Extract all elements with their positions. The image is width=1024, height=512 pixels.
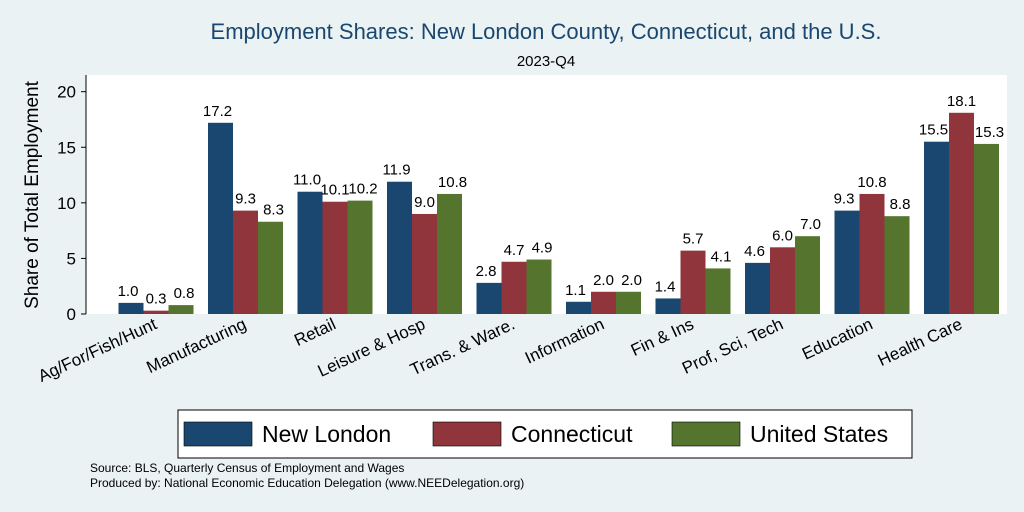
bar bbox=[501, 261, 527, 314]
legend-label-connecticut: Connecticut bbox=[511, 421, 633, 447]
bar-value-label: 15.5 bbox=[919, 122, 948, 139]
bar-value-label: 10.8 bbox=[857, 174, 886, 191]
bar bbox=[834, 210, 860, 314]
produced-by-note: Produced by: National Economic Education… bbox=[90, 476, 524, 490]
bar-value-label: 2.0 bbox=[621, 272, 642, 289]
legend-label-new-london: New London bbox=[262, 421, 391, 447]
y-tick-label: 10 bbox=[57, 194, 76, 213]
bar bbox=[745, 262, 770, 314]
value-labels-group: 1.0 17.2 11.0 11.9 2.8 1.1 1.4 4.6 9.3 15.5 0.3 9.3… bbox=[118, 93, 1005, 308]
y-tick-label: 5 bbox=[67, 249, 76, 268]
bar-value-label: 10.8 bbox=[438, 174, 467, 191]
bar bbox=[208, 122, 233, 314]
bar bbox=[143, 310, 169, 314]
bar-value-label: 15.3 bbox=[975, 124, 1004, 141]
bar bbox=[118, 302, 144, 314]
bar-value-label: 2.0 bbox=[593, 272, 614, 289]
bar bbox=[322, 201, 348, 314]
bar bbox=[770, 247, 795, 314]
source-note: Source: BLS, Quarterly Census of Employm… bbox=[90, 461, 404, 475]
bar-value-label: 1.0 bbox=[118, 283, 139, 300]
bar-value-label: 4.6 bbox=[744, 243, 765, 260]
bar-value-label: 4.7 bbox=[504, 242, 525, 259]
chart-title: Employment Shares: New London County, Co… bbox=[211, 19, 882, 44]
bar bbox=[974, 143, 999, 314]
bar bbox=[297, 191, 323, 314]
bars-group bbox=[118, 112, 999, 314]
bar bbox=[591, 291, 616, 314]
legend-box bbox=[177, 409, 913, 459]
y-tick-label: 20 bbox=[57, 83, 76, 102]
bar-value-label: 1.1 bbox=[565, 282, 586, 299]
bar-value-label: 11.0 bbox=[293, 172, 321, 189]
bar bbox=[859, 193, 885, 314]
bar bbox=[795, 236, 820, 314]
bar-value-label: 4.9 bbox=[532, 240, 553, 257]
bar-value-label: 18.1 bbox=[947, 93, 976, 110]
bar-value-label: 6.0 bbox=[772, 227, 793, 244]
bar bbox=[655, 298, 681, 314]
x-category-label: Ag/For/Fish/Hunt bbox=[35, 314, 160, 386]
legend-swatch-united-states bbox=[671, 421, 741, 447]
legend-label-united-states: United States bbox=[750, 421, 888, 447]
legend-swatch-connecticut bbox=[432, 421, 502, 447]
bar bbox=[680, 250, 706, 314]
bar bbox=[566, 301, 591, 314]
bar-value-label: 4.1 bbox=[711, 248, 732, 265]
bar bbox=[412, 213, 437, 314]
bar-value-label: 5.7 bbox=[683, 231, 704, 248]
bar-value-label: 17.2 bbox=[203, 103, 232, 120]
bar-value-label: 10.1 bbox=[320, 182, 349, 199]
bar-value-label: 1.4 bbox=[655, 278, 676, 295]
legend: New London Connecticut United States bbox=[177, 409, 913, 459]
bar-value-label: 9.3 bbox=[235, 191, 256, 208]
x-category-label: Manufacturing bbox=[144, 314, 250, 377]
legend-swatch-new-london bbox=[183, 421, 253, 447]
bar bbox=[258, 221, 283, 314]
x-category-label: Fin & Ins bbox=[628, 314, 697, 360]
bar bbox=[437, 193, 462, 314]
bar-value-label: 8.8 bbox=[890, 196, 911, 213]
bar-value-label: 0.8 bbox=[174, 285, 195, 302]
y-axis-label: Share of Total Employment bbox=[22, 80, 43, 308]
bar bbox=[924, 141, 949, 314]
x-category-label: Information bbox=[522, 314, 607, 367]
bar bbox=[347, 200, 373, 314]
bar bbox=[387, 181, 412, 314]
x-category-label: Education bbox=[799, 314, 876, 363]
bar bbox=[616, 291, 641, 314]
bar bbox=[884, 216, 910, 314]
bar-value-label: 8.3 bbox=[263, 202, 284, 219]
x-category-label: Prof, Sci, Tech bbox=[679, 314, 786, 377]
bar-value-label: 9.3 bbox=[834, 191, 855, 208]
x-category-label: Retail bbox=[291, 314, 338, 350]
bar bbox=[526, 259, 552, 314]
bar-value-label: 7.0 bbox=[800, 216, 821, 233]
bar bbox=[476, 282, 502, 314]
bar-value-label: 2.8 bbox=[476, 263, 497, 280]
x-category-label: Health Care bbox=[875, 314, 965, 370]
y-tick-label: 15 bbox=[57, 138, 76, 157]
bar bbox=[233, 210, 258, 314]
chart-subtitle: 2023-Q4 bbox=[517, 53, 575, 70]
bar-value-label: 11.9 bbox=[382, 162, 410, 179]
bar-value-label: 0.3 bbox=[146, 291, 167, 308]
bar-value-label: 10.2 bbox=[348, 181, 377, 198]
bar bbox=[705, 268, 731, 314]
y-tick-label: 0 bbox=[67, 305, 76, 324]
bar bbox=[168, 305, 194, 314]
bar-value-label: 9.0 bbox=[414, 194, 435, 211]
bar bbox=[949, 112, 974, 314]
